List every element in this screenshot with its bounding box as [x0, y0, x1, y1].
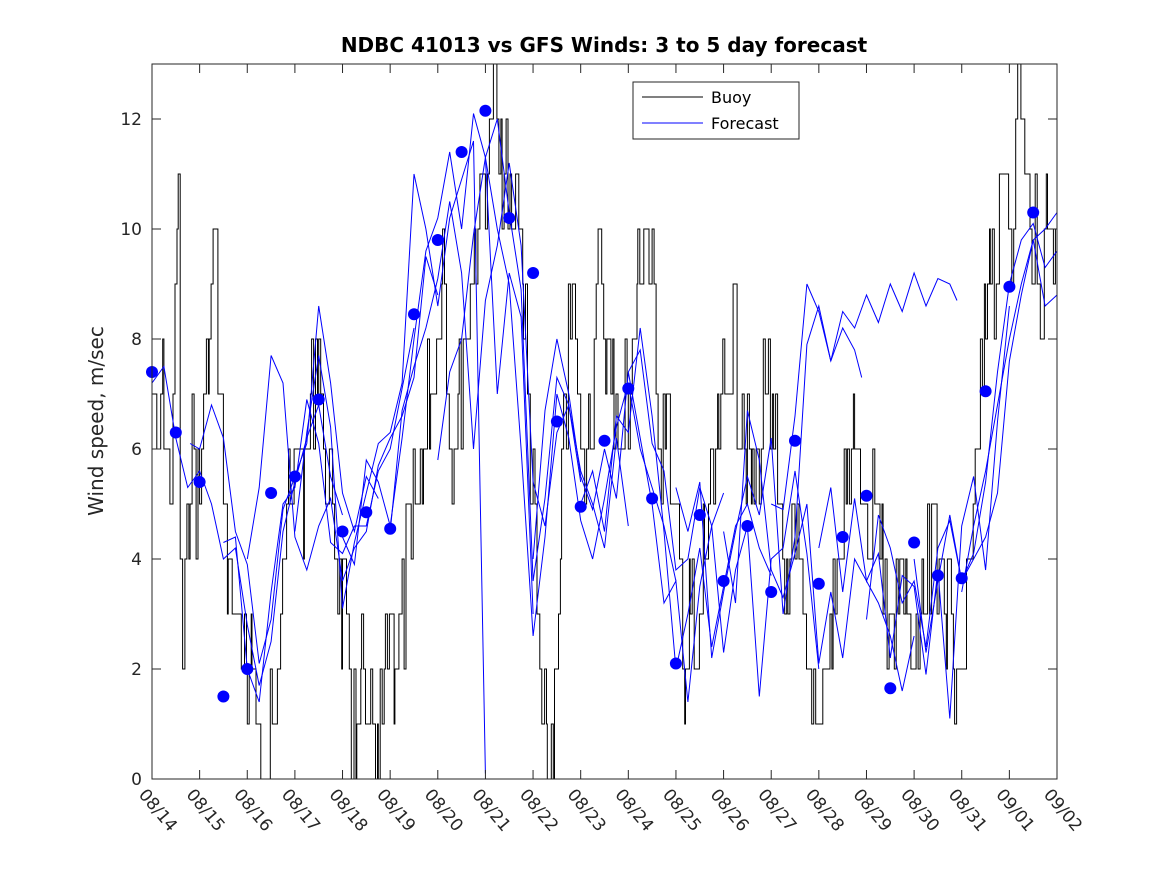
- legend-buoy-label: Buoy: [711, 88, 751, 107]
- x-tick-label: 08/27: [753, 785, 800, 835]
- x-tick-label: 09/02: [1039, 785, 1086, 835]
- buoy-series: [152, 63, 1056, 780]
- forecast-marker-29: [812, 577, 825, 590]
- forecast-marker-23: [669, 657, 682, 670]
- x-tick-label: 08/25: [658, 785, 705, 835]
- forecast-marker-24: [693, 509, 706, 521]
- x-tick-label: 08/30: [896, 785, 943, 835]
- y-tick-label: 2: [131, 660, 142, 680]
- forecast-run-8: [437, 118, 629, 582]
- legend: Buoy Forecast: [632, 81, 800, 140]
- forecast-marker-14: [455, 146, 468, 158]
- x-tick-label: 08/21: [468, 785, 515, 835]
- forecast-run-15: [770, 271, 958, 511]
- forecast-run-6: [342, 113, 534, 615]
- forecast-marker-30: [836, 531, 849, 543]
- forecast-markers: [146, 104, 1040, 703]
- forecast-marker-18: [550, 415, 563, 428]
- y-tick-label: 6: [131, 440, 142, 460]
- forecast-marker-6: [265, 487, 278, 499]
- forecast-marker-2: [169, 426, 182, 439]
- y-tick-label: 4: [131, 550, 142, 570]
- forecast-marker-28: [789, 434, 801, 447]
- forecast-run-1: [151, 365, 343, 686]
- forecast-marker-7: [288, 470, 301, 483]
- forecast-run-13: [675, 304, 863, 659]
- x-tick-label: 08/20: [420, 785, 467, 835]
- x-tick-label: 08/19: [372, 785, 419, 835]
- forecast-run-14: [723, 410, 915, 692]
- forecast-run-2: [189, 305, 379, 664]
- x-tick-label: 08/31: [944, 785, 991, 835]
- x-tick-label: 08/17: [277, 785, 324, 835]
- forecast-marker-35: [955, 572, 968, 585]
- buoy-line: [152, 63, 1056, 780]
- x-tick-label: 08/22: [515, 785, 562, 835]
- forecast-marker-12: [408, 308, 420, 321]
- forecast-run-3: [223, 327, 415, 703]
- x-tick-label: 09/01: [992, 785, 1039, 835]
- forecast-marker-26: [741, 520, 754, 532]
- forecast-marker-8: [312, 393, 325, 406]
- x-tick-label: 08/18: [325, 785, 372, 835]
- forecast-marker-10: [360, 506, 373, 519]
- forecast-marker-36: [979, 385, 992, 398]
- x-tick-label: 08/26: [706, 785, 753, 835]
- forecast-marker-13: [431, 234, 444, 246]
- forecast-marker-37: [1003, 280, 1016, 293]
- forecast-run-5: [294, 140, 486, 774]
- forecast-marker-4: [217, 690, 230, 703]
- plot-frame: [151, 63, 1058, 780]
- forecast-marker-20: [598, 434, 611, 447]
- forecast-marker-22: [646, 492, 659, 505]
- plot-background: [152, 64, 1057, 779]
- x-tick-label: 08/29: [849, 785, 896, 835]
- forecast-marker-15: [479, 104, 492, 117]
- forecast-marker-5: [241, 663, 254, 675]
- forecast-marker-27: [765, 586, 778, 598]
- x-tick-label: 08/14: [134, 785, 181, 835]
- forecast-run-12: [627, 348, 820, 697]
- y-tick-label: 10: [120, 220, 142, 240]
- forecast-marker-32: [884, 682, 897, 695]
- forecast-run-19: [961, 239, 1058, 593]
- forecast-marker-3: [193, 476, 206, 488]
- legend-box: [632, 81, 800, 140]
- y-tick-label: 12: [120, 110, 142, 130]
- y-tick-label: 8: [131, 330, 142, 350]
- forecast-marker-25: [717, 575, 730, 587]
- forecast-marker-16: [503, 212, 516, 224]
- forecast-marker-11: [384, 522, 397, 535]
- forecast-marker-17: [527, 267, 540, 279]
- x-tick-label: 08/15: [182, 785, 229, 835]
- x-tick-label: 08/16: [229, 785, 276, 835]
- legend-forecast-label: Forecast: [711, 114, 779, 133]
- forecast-marker-34: [931, 569, 944, 582]
- y-tick-label: 0: [131, 770, 142, 790]
- forecast-marker-31: [860, 489, 873, 502]
- x-tick-label: 08/23: [563, 785, 610, 835]
- x-tick-label: 08/28: [801, 785, 848, 835]
- x-tick-label: 08/24: [610, 785, 657, 835]
- forecast-marker-9: [336, 525, 349, 538]
- y-axis-label: Wind speed, m/sec: [84, 326, 108, 516]
- forecast-marker-33: [908, 536, 921, 549]
- forecast-marker-19: [574, 500, 587, 513]
- forecast-marker-38: [1027, 206, 1040, 219]
- forecast-marker-21: [622, 382, 635, 395]
- chart-title: NDBC 41013 vs GFS Winds: 3 to 5 day fore…: [341, 33, 868, 57]
